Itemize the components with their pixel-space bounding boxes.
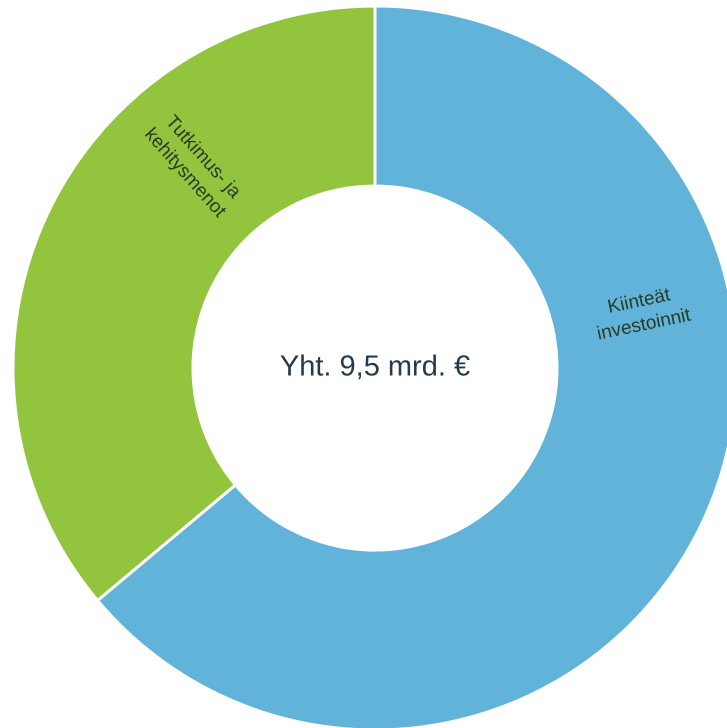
donut-slices (11, 4, 727, 728)
slice-kiinteat-investoinnit (95, 4, 727, 728)
center-total-label: Yht. 9,5 mrd. € (280, 351, 470, 383)
slice-tutkimus-ja-kehitysmenot (11, 4, 377, 603)
